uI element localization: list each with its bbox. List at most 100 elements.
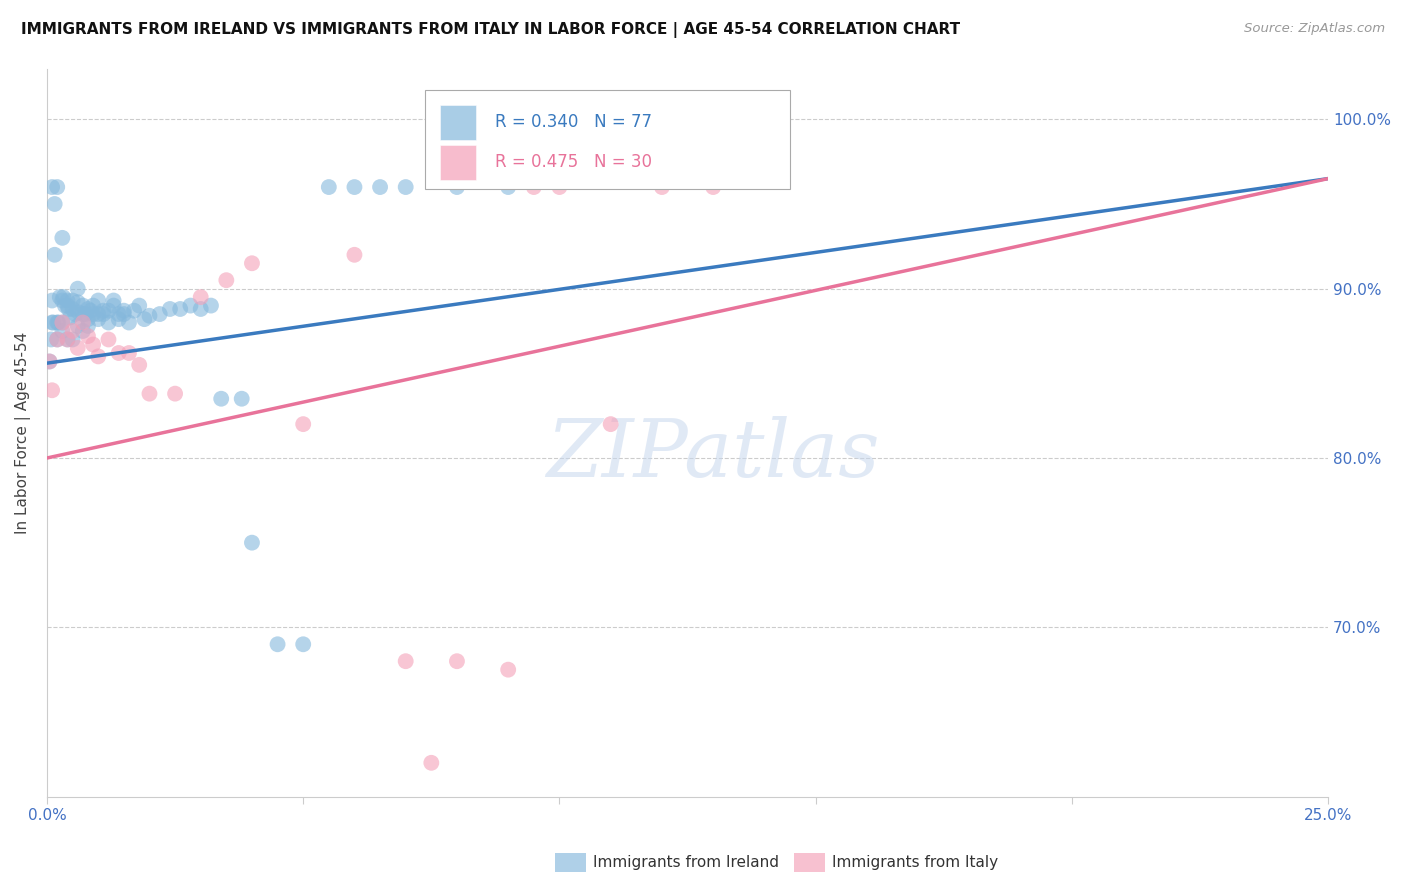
Point: [52, 290, 75, 304]
Point: [97, 333, 120, 347]
Point: [75, 307, 97, 321]
Point: [41, 384, 63, 398]
Point: [240, 535, 263, 549]
Point: [77, 301, 100, 316]
Point: [215, 273, 238, 287]
Point: [66, 341, 89, 355]
Point: [266, 637, 288, 651]
Point: [190, 290, 212, 304]
Point: [56, 299, 79, 313]
Point: [343, 248, 366, 262]
Point: [38, 354, 60, 368]
Point: [72, 307, 94, 321]
Point: [395, 654, 418, 668]
Point: [67, 305, 90, 319]
Point: [79, 303, 101, 318]
Point: [39, 333, 62, 347]
Point: [51, 293, 73, 308]
Point: [318, 180, 340, 194]
Point: [118, 316, 141, 330]
Point: [62, 293, 84, 308]
Text: IMMIGRANTS FROM IRELAND VS IMMIGRANTS FROM ITALY IN LABOR FORCE | AGE 45-54 CORR: IMMIGRANTS FROM IRELAND VS IMMIGRANTS FR…: [21, 22, 960, 38]
Point: [49, 290, 72, 304]
Point: [134, 312, 156, 326]
Point: [66, 295, 89, 310]
Point: [112, 307, 135, 321]
Point: [165, 386, 187, 401]
Point: [44, 248, 66, 262]
Point: [103, 293, 125, 308]
Point: [523, 180, 546, 194]
Point: [46, 316, 69, 330]
Point: [77, 312, 100, 326]
Point: [41, 316, 63, 330]
Point: [548, 180, 571, 194]
Point: [292, 637, 315, 651]
Point: [651, 180, 673, 194]
Point: [56, 333, 79, 347]
FancyBboxPatch shape: [440, 105, 477, 140]
Point: [56, 293, 79, 308]
Point: [97, 303, 120, 318]
Point: [190, 301, 212, 316]
Y-axis label: In Labor Force | Age 45-54: In Labor Force | Age 45-54: [15, 332, 31, 533]
Point: [420, 756, 443, 770]
Point: [107, 307, 129, 321]
Point: [343, 180, 366, 194]
Point: [107, 346, 129, 360]
Point: [53, 299, 76, 313]
Point: [72, 316, 94, 330]
Point: [702, 180, 724, 194]
Point: [446, 654, 468, 668]
Point: [72, 299, 94, 313]
Text: ZIPatlas: ZIPatlas: [547, 416, 880, 493]
Point: [128, 358, 150, 372]
Point: [446, 180, 468, 194]
Point: [46, 333, 69, 347]
Point: [87, 307, 110, 321]
Point: [103, 299, 125, 313]
Point: [496, 663, 519, 677]
Point: [395, 180, 418, 194]
Point: [112, 303, 135, 318]
Point: [72, 324, 94, 338]
Point: [169, 301, 191, 316]
Point: [82, 307, 104, 321]
Point: [51, 316, 73, 330]
Point: [38, 354, 60, 368]
Point: [59, 310, 82, 325]
Point: [66, 318, 89, 333]
Text: R = 0.340   N = 77: R = 0.340 N = 77: [495, 113, 652, 131]
Point: [599, 417, 621, 431]
FancyBboxPatch shape: [425, 90, 790, 189]
Point: [200, 299, 222, 313]
Point: [77, 318, 100, 333]
Point: [107, 312, 129, 326]
Point: [41, 293, 63, 308]
Point: [179, 299, 201, 313]
Point: [292, 417, 315, 431]
Point: [46, 180, 69, 194]
Point: [240, 256, 263, 270]
Point: [42, 316, 65, 330]
Point: [77, 329, 100, 343]
Point: [209, 392, 232, 406]
Point: [138, 386, 160, 401]
Point: [62, 301, 84, 316]
Point: [93, 303, 115, 318]
Point: [496, 180, 519, 194]
Text: Immigrants from Ireland: Immigrants from Ireland: [593, 855, 779, 870]
Text: Source: ZipAtlas.com: Source: ZipAtlas.com: [1244, 22, 1385, 36]
Point: [97, 316, 120, 330]
Text: R = 0.475   N = 30: R = 0.475 N = 30: [495, 153, 652, 171]
Point: [93, 307, 115, 321]
Point: [87, 312, 110, 326]
Point: [87, 350, 110, 364]
Point: [41, 180, 63, 194]
Point: [66, 282, 89, 296]
Point: [82, 337, 104, 351]
Point: [46, 316, 69, 330]
Point: [56, 333, 79, 347]
Point: [368, 180, 391, 194]
Point: [122, 303, 145, 318]
